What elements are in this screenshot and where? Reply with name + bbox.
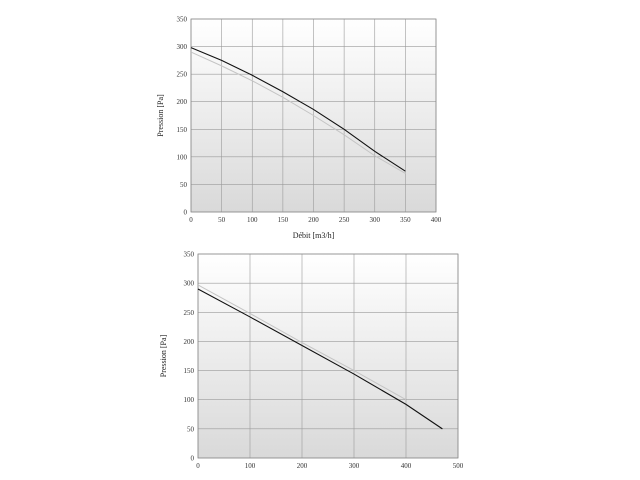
- y-tick-label: 50: [180, 181, 188, 189]
- y-tick-label: 250: [177, 71, 188, 79]
- x-tick-label: 100: [247, 216, 258, 224]
- top-pressure-flow-chart: 0 50 100 150 200 250 300 350 400 0 50 100 150 200 250 3…: [156, 16, 442, 241]
- y-tick-label: 150: [177, 126, 188, 134]
- x-axis-label: Débit [m3/h]: [293, 231, 335, 240]
- y-tick-label: 250: [184, 309, 195, 317]
- x-tick-label: 300: [370, 216, 381, 224]
- bottom-pressure-flow-chart: 0 100 200 300 400 500 0 50 100 150 200 250 300 350 Pre…: [159, 251, 464, 471]
- y-tick-label: 200: [184, 338, 195, 346]
- y-tick-label: 200: [177, 98, 188, 106]
- x-tick-label: 250: [339, 216, 350, 224]
- x-tick-label: 400: [431, 216, 442, 224]
- y-tick-label: 150: [184, 367, 195, 375]
- x-tick-label: 300: [349, 462, 360, 470]
- y-axis-label: Pression [Pa]: [156, 94, 165, 137]
- x-tick-label: 400: [401, 462, 412, 470]
- x-tick-label: 350: [400, 216, 411, 224]
- plot-frame: [197, 253, 459, 459]
- y-tick-label: 100: [184, 396, 195, 404]
- y-tick-label: 0: [184, 209, 188, 217]
- y-tick-label: 50: [187, 425, 195, 433]
- y-tick-label: 100: [177, 153, 188, 161]
- x-tick-label: 200: [308, 216, 319, 224]
- y-tick-label: 300: [184, 280, 195, 288]
- y-tick-label: 300: [177, 43, 188, 51]
- y-tick-label: 0: [191, 455, 195, 463]
- series-line: [190, 51, 406, 174]
- y-axis-label: Pression [Pa]: [159, 334, 168, 377]
- x-tick-label: 100: [245, 462, 256, 470]
- x-tick-label: 500: [453, 462, 464, 470]
- x-tick-label: 50: [218, 216, 226, 224]
- plot-background: [198, 254, 458, 458]
- x-tick-label: 0: [189, 216, 193, 224]
- plot-frame: [190, 18, 437, 213]
- series-line: [190, 47, 406, 172]
- y-tick-label: 350: [177, 16, 188, 24]
- series-line: [197, 284, 407, 401]
- series-line: [197, 288, 443, 430]
- y-tick-label: 350: [184, 251, 195, 259]
- x-tick-label: 150: [278, 216, 289, 224]
- x-tick-label: 200: [297, 462, 308, 470]
- x-tick-label: 0: [196, 462, 200, 470]
